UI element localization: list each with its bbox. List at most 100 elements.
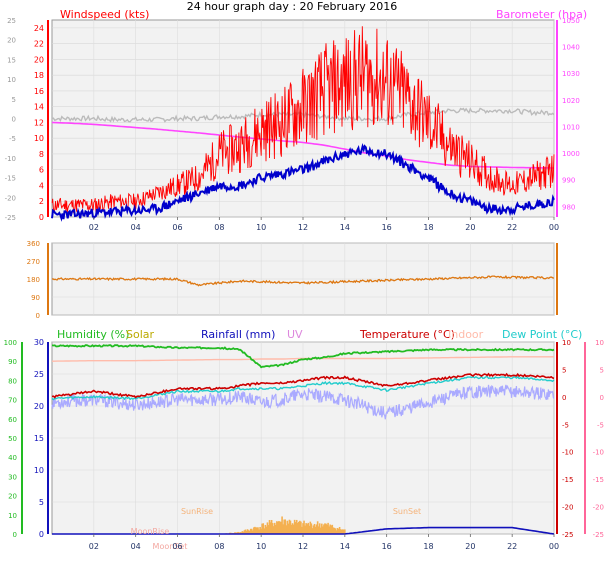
temperature-right-tick-label: -15 [593, 476, 604, 484]
compass-tick: W [560, 0, 571, 3]
average-wind-line [51, 143, 555, 222]
temp-panel-legend: Humidity (%)Solar Rainfall (mm) UV Temperat… [57, 328, 582, 341]
aux-tick-label: -5 [9, 135, 16, 143]
temperature-tick-label: -10 [562, 449, 573, 457]
humidity-tick-label: 90 [8, 358, 17, 366]
sun-moon-annotations: SunRise SunSet MoonSet MoonRise [131, 507, 422, 551]
legend-item: Rainfall (mm) [201, 328, 275, 341]
compass-tick: N [560, 0, 568, 3]
rainfall-tick-label: 5 [39, 498, 44, 507]
indoor-temperature-line [52, 356, 554, 362]
direction-degree-tick: 270 [27, 258, 40, 266]
time-tick-label: 16 [382, 542, 392, 551]
windspeed-tick-label: 2 [39, 197, 44, 206]
legend-item: Humidity (%) [57, 328, 129, 341]
windspeed-axis-title: Windspeed (kts) [60, 8, 149, 21]
dew-point-line [51, 375, 555, 401]
windspeed-tick-label: 8 [39, 150, 44, 159]
time-tick-label: 00 [549, 223, 559, 232]
humidity-tick-label: 40 [8, 454, 17, 462]
wind-panel-right-axis-bar [556, 20, 558, 217]
time-tick-label: 10 [256, 223, 266, 232]
time-tick-label: 22 [507, 223, 517, 232]
humidity-line [51, 344, 555, 369]
time-tick-label: 08 [214, 542, 224, 551]
wind-barometer-panel: Windspeed (kts) Barometer (hpa) 02468101… [5, 8, 588, 222]
direction-degree-tick: 180 [27, 276, 40, 284]
wind-panel-ticks: 0246810121416182022249809901000101010201… [5, 17, 580, 222]
aux-tick-label: -20 [5, 194, 16, 202]
windspeed-tick-label: 16 [34, 87, 44, 96]
rainfall-tick-label: 20 [34, 402, 44, 411]
rainfall-tick-label: 30 [34, 338, 44, 347]
time-tick-label: 22 [507, 542, 517, 551]
time-tick-label: 20 [465, 223, 475, 232]
barometer-tick-label: 1010 [562, 123, 580, 131]
barometer-tick-label: 1050 [562, 17, 580, 25]
humidity-tick-label: 50 [8, 435, 17, 443]
time-tick-label: 20 [465, 542, 475, 551]
compass-tick: N [560, 0, 568, 3]
compass-tick: S [560, 0, 567, 3]
aux-line [51, 107, 555, 123]
sun-moon-label: MoonSet [153, 542, 188, 551]
windspeed-tick-label: 14 [34, 103, 44, 112]
legend-item: UV [287, 328, 303, 341]
windspeed-tick-label: 4 [39, 181, 44, 190]
aux-tick-label: 25 [7, 17, 16, 25]
aux-tick-label: 0 [12, 116, 16, 124]
temperature-right-tick-label: 10 [595, 339, 604, 347]
legend-item: Indoor [448, 328, 484, 341]
temperature-right-axis-bar [584, 342, 586, 534]
windspeed-tick-label: 6 [39, 166, 44, 175]
rainfall-tick-label: 15 [34, 434, 44, 443]
barometer-tick-label: 1020 [562, 97, 580, 105]
sun-moon-label: SunSet [393, 507, 421, 516]
humidity-tick-label: 70 [8, 397, 17, 405]
temperature-tick-label: -25 [562, 531, 573, 539]
windspeed-tick-label: 18 [34, 71, 44, 80]
humidity-axis-bar [21, 342, 23, 534]
temperature-tick-label: 0 [562, 394, 566, 402]
temperature-right-tick-label: -10 [593, 449, 604, 457]
windspeed-tick-label: 20 [34, 55, 44, 64]
aux-tick-label: 10 [7, 76, 16, 84]
wind-direction-panel: 090180270360NESWN [27, 0, 571, 320]
time-tick-label: 02 [89, 542, 99, 551]
wind-panel-series [51, 26, 555, 222]
humidity-tick-label: 60 [8, 416, 17, 424]
time-tick-label: 00 [549, 542, 559, 551]
barometer-line [51, 121, 554, 169]
direction-degree-tick: 90 [31, 294, 40, 302]
time-tick-label: 04 [131, 542, 141, 551]
legend-item: Solar [126, 328, 155, 341]
temperature-tick-label: -20 [562, 504, 573, 512]
rainfall-tick-label: 0 [39, 530, 44, 539]
time-tick-label: 16 [382, 223, 392, 232]
humidity-tick-label: 10 [8, 512, 17, 520]
compass-tick: E [560, 0, 567, 3]
aux-tick-label: -25 [5, 214, 16, 222]
direction-degree-tick: 360 [27, 240, 40, 248]
barometer-axis-title: Barometer (hpa) [496, 8, 587, 21]
graph-title: 24 hour graph day : 20 February 2016 [187, 0, 398, 13]
barometer-tick-label: 990 [562, 177, 575, 185]
time-tick-label: 12 [298, 542, 308, 551]
humidity-tick-label: 100 [4, 339, 17, 347]
temperature-right-tick-label: 0 [600, 394, 604, 402]
temperature-axis-bar [556, 342, 558, 534]
barometer-tick-label: 1030 [562, 70, 580, 78]
direction-panel-ticks: 090180270360NESWN [27, 0, 571, 320]
time-tick-label: 10 [256, 542, 266, 551]
humidity-tick-label: 0 [13, 531, 17, 539]
temperature-tick-label: -5 [562, 421, 569, 429]
wind-direction-line [51, 274, 554, 287]
aux-tick-label: -15 [5, 175, 16, 183]
aux-tick-label: 20 [7, 37, 16, 45]
temperature-right-tick-label: -25 [593, 531, 604, 539]
windspeed-tick-label: 24 [34, 24, 44, 33]
humidity-tick-label: 30 [8, 473, 17, 481]
time-tick-label: 04 [131, 223, 141, 232]
